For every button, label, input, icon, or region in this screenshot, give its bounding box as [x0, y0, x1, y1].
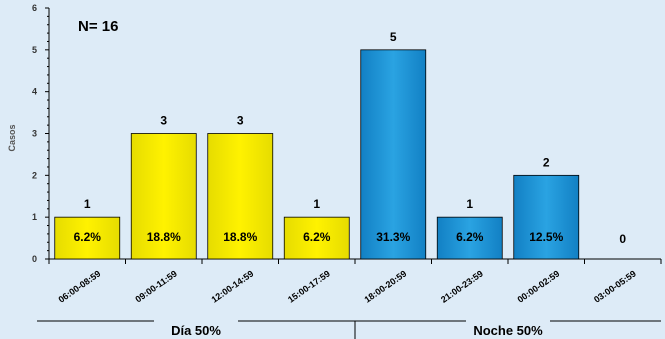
x-tick-label: 15:00-17:59 [286, 268, 332, 304]
group-label: Noche 50% [473, 323, 543, 338]
sample-size-annotation: N= 16 [78, 18, 118, 35]
x-tick-label: 03:00-05:59 [592, 268, 638, 304]
bar-12:00-14:59 [207, 133, 274, 260]
percent-label: 18.8% [147, 230, 181, 244]
percent-label: 18.8% [223, 230, 257, 244]
value-label: 5 [390, 30, 397, 44]
bar-15:00-17:59 [283, 216, 350, 260]
y-tick-label: 1 [32, 212, 37, 222]
bar-21:00-23:59 [436, 216, 503, 260]
value-label: 3 [160, 114, 167, 128]
percent-label: 6.2% [456, 230, 484, 244]
y-tick-label: 6 [32, 3, 37, 13]
x-tick-label: 00:00-02:59 [515, 268, 561, 304]
value-label: 1 [466, 197, 473, 211]
y-axis-label: Casos [7, 124, 17, 151]
value-label: 2 [543, 155, 550, 169]
group-label: Día 50% [171, 323, 221, 338]
y-tick-label: 5 [32, 45, 37, 55]
value-label: 0 [619, 232, 626, 246]
bar-09:00-11:59 [130, 133, 197, 260]
y-tick-label: 2 [32, 170, 37, 180]
bar-00:00-02:59 [513, 174, 580, 260]
percent-label: 31.3% [376, 230, 410, 244]
value-label: 3 [237, 114, 244, 128]
percent-label: 6.2% [303, 230, 331, 244]
value-label: 1 [313, 197, 320, 211]
percent-label: 6.2% [74, 230, 102, 244]
x-tick-label: 09:00-11:59 [133, 268, 179, 304]
x-tick-label: 21:00-23:59 [439, 268, 485, 304]
y-tick-label: 4 [32, 87, 37, 97]
bar-18:00-20:59 [360, 49, 427, 260]
x-tick-label: 18:00-20:59 [362, 268, 408, 304]
x-tick-label: 06:00-08:59 [56, 268, 102, 304]
y-tick-label: 0 [32, 254, 37, 264]
value-label: 1 [84, 197, 91, 211]
x-tick-label: 12:00-14:59 [209, 268, 255, 304]
bar-06:00-08:59 [54, 216, 121, 260]
percent-label: 12.5% [529, 230, 563, 244]
y-tick-label: 3 [32, 129, 37, 139]
